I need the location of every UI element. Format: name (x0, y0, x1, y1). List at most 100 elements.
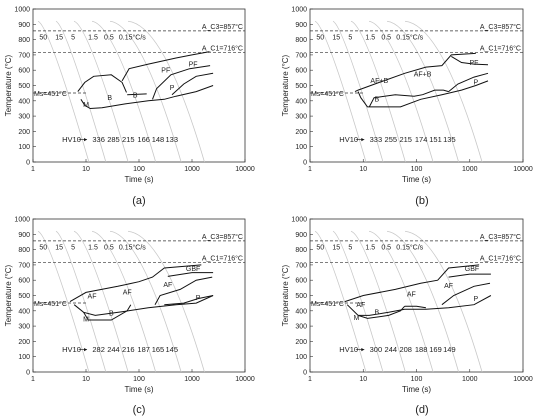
y-tick-label: 600 (295, 278, 307, 285)
cooling-rate-label: 15 (55, 245, 63, 252)
y-axis-label: Temperature (°C) (4, 264, 13, 326)
hardness-value: 148 (152, 135, 165, 144)
x-tick-label: 10000 (513, 166, 533, 173)
phase-label: AF (163, 282, 172, 289)
phase-label: M (83, 317, 89, 324)
y-axis-label: Temperature (°C) (281, 54, 290, 116)
phase-label: B (375, 310, 380, 317)
y-tick-label: 0 (303, 370, 307, 377)
x-tick-label: 10000 (513, 376, 533, 383)
hv10-arrow-head (361, 348, 365, 352)
phase-label: PF (161, 67, 170, 74)
x-axis-label: Time (s) (124, 175, 153, 184)
ms-label: Ms=451°C (311, 300, 344, 308)
cooling-rate-label: 1.5 (365, 245, 375, 252)
ac1-label: A_C1=716°C (202, 44, 243, 52)
cooling-curve (127, 20, 205, 163)
y-tick-label: 300 (295, 114, 307, 121)
phase-label: B (133, 93, 138, 100)
phase-boundary (346, 295, 492, 316)
x-tick-label: 1000 (184, 166, 200, 173)
phase-boundary (167, 272, 214, 277)
cooling-curve (91, 20, 157, 163)
y-tick-label: 200 (18, 129, 30, 136)
panel-label: (b) (415, 195, 428, 207)
x-axis-label: Time (s) (402, 385, 431, 394)
y-tick-label: 600 (295, 68, 307, 75)
cooling-rate-label: 0.5 (104, 245, 114, 252)
y-tick-label: 300 (18, 324, 30, 331)
ac3-label: A_C3=857°C (480, 233, 521, 241)
ac3-label: A_C3=857°C (202, 23, 243, 31)
y-tick-label: 700 (295, 262, 307, 269)
hardness-value: 300 (370, 345, 383, 354)
cooling-rate-label: 50 (39, 35, 47, 42)
y-tick-label: 300 (295, 324, 307, 331)
phase-boundary (441, 282, 491, 306)
hardness-value: 208 (399, 345, 412, 354)
cooling-rate-label: 50 (316, 35, 324, 42)
cooling-curve (73, 20, 129, 163)
y-tick-label: 900 (18, 22, 30, 29)
cooling-curve (109, 230, 182, 373)
y-tick-label: 300 (18, 114, 30, 121)
cooling-rate-label: 15 (332, 245, 340, 252)
y-tick-label: 800 (18, 247, 30, 254)
phase-boundary (357, 80, 489, 108)
phase-label: AF+B (370, 78, 388, 85)
cooling-curve (404, 230, 483, 373)
y-tick-label: 700 (295, 52, 307, 59)
ac3-label: A_C3=857°C (480, 23, 521, 31)
y-tick-label: 900 (295, 22, 307, 29)
y-tick-label: 200 (18, 339, 30, 346)
cooling-curve (332, 230, 384, 373)
cooling-curve (350, 230, 406, 373)
cooling-rate-label: 1.5 (365, 35, 375, 42)
hardness-value: 255 (385, 135, 398, 144)
hardness-value: 149 (443, 345, 456, 354)
phase-boundary (344, 264, 480, 303)
y-tick-label: 0 (303, 160, 307, 167)
cooling-rate-label: 0.15°C/s (119, 244, 146, 252)
phase-label: AF (123, 290, 132, 297)
phase-boundary (80, 85, 214, 110)
phase-label: P (473, 80, 478, 87)
phase-boundary (164, 295, 214, 306)
ac3-label: A_C3=857°C (202, 233, 243, 241)
cooling-curve (350, 20, 406, 163)
cooling-rate-label: 1.5 (88, 35, 98, 42)
cooling-curve (55, 230, 107, 373)
x-tick-label: 1 (31, 166, 35, 173)
cooling-curve (386, 230, 460, 373)
hardness-value: 285 (107, 135, 120, 144)
y-tick-label: 800 (295, 37, 307, 44)
x-tick-label: 1 (31, 376, 35, 383)
y-tick-label: 200 (295, 339, 307, 346)
cooling-rate-label: 5 (71, 245, 75, 252)
hardness-value: 151 (429, 135, 442, 144)
y-tick-label: 100 (18, 144, 30, 151)
phase-boundary (69, 264, 202, 303)
cooling-curve (109, 20, 182, 163)
x-tick-label: 1 (308, 166, 312, 173)
y-tick-label: 1000 (14, 7, 30, 14)
cooling-curve (91, 230, 157, 373)
y-tick-label: 500 (18, 293, 30, 300)
hardness-value: 135 (443, 135, 456, 144)
phase-boundary (152, 65, 211, 100)
x-tick-label: 1000 (462, 376, 478, 383)
x-tick-label: 10 (82, 376, 90, 383)
ms-label: Ms=451°C (311, 90, 344, 98)
phase-label: PF (189, 61, 198, 68)
cooling-rate-label: 1.5 (88, 245, 98, 252)
phase-boundary (357, 305, 406, 319)
x-tick-label: 100 (133, 166, 145, 173)
y-tick-label: 1000 (291, 217, 307, 224)
y-tick-label: 200 (295, 129, 307, 136)
hardness-value: 216 (122, 345, 135, 354)
ac1-label: A_C1=716°C (202, 254, 243, 262)
phase-boundary (77, 74, 127, 93)
hardness-value: 188 (415, 345, 428, 354)
hardness-value: 282 (92, 345, 105, 354)
y-tick-label: 500 (295, 83, 307, 90)
